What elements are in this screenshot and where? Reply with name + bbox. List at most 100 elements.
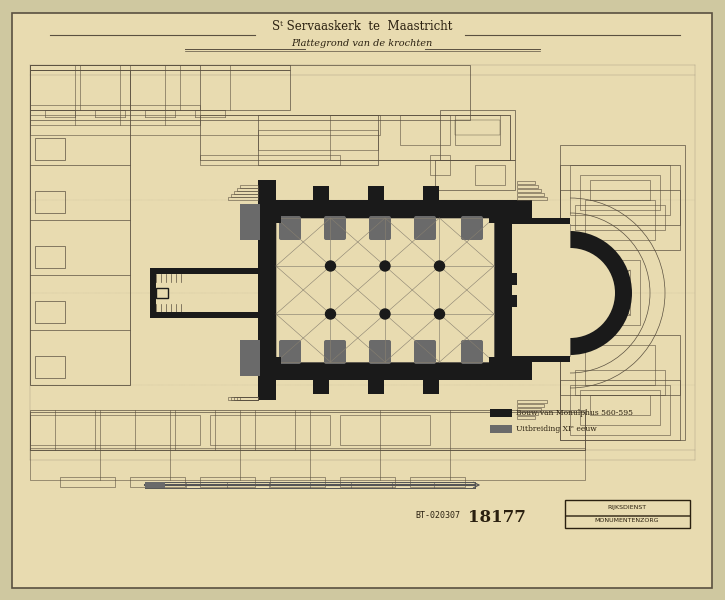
- Bar: [580, 175, 660, 210]
- Bar: [258, 380, 276, 400]
- Bar: [258, 180, 276, 200]
- Text: RIJKSDIENST: RIJKSDIENST: [608, 505, 647, 509]
- Bar: [228, 397, 258, 400]
- Wedge shape: [570, 231, 632, 355]
- Bar: [237, 188, 258, 191]
- Bar: [494, 295, 517, 307]
- Bar: [156, 288, 168, 298]
- FancyBboxPatch shape: [324, 216, 346, 240]
- Circle shape: [380, 261, 390, 271]
- Bar: [60, 477, 115, 487]
- Bar: [560, 145, 685, 440]
- Text: Bouw van Monulphus 560-595: Bouw van Monulphus 560-595: [516, 409, 633, 417]
- FancyBboxPatch shape: [369, 340, 391, 364]
- Bar: [570, 385, 670, 435]
- Bar: [150, 312, 258, 318]
- Bar: [313, 380, 329, 394]
- Bar: [258, 115, 378, 165]
- Bar: [228, 197, 258, 200]
- Text: Sᵗ Servaaskerk  te  Maastricht: Sᵗ Servaaskerk te Maastricht: [272, 20, 452, 33]
- Bar: [580, 390, 660, 425]
- Bar: [570, 165, 670, 215]
- Bar: [150, 268, 156, 318]
- Bar: [200, 155, 340, 165]
- Bar: [517, 189, 541, 192]
- Bar: [575, 370, 665, 395]
- Bar: [30, 410, 585, 450]
- Bar: [145, 482, 165, 488]
- Bar: [210, 415, 330, 445]
- Bar: [258, 362, 512, 380]
- Bar: [240, 397, 258, 400]
- Bar: [575, 270, 630, 315]
- Bar: [565, 515, 690, 516]
- Bar: [490, 409, 512, 417]
- FancyBboxPatch shape: [414, 340, 436, 364]
- Bar: [565, 500, 690, 528]
- FancyBboxPatch shape: [324, 340, 346, 364]
- Bar: [512, 218, 570, 224]
- Bar: [150, 268, 258, 274]
- Bar: [271, 213, 281, 223]
- Circle shape: [326, 261, 336, 271]
- Bar: [237, 397, 258, 400]
- Bar: [276, 218, 494, 362]
- Bar: [423, 380, 439, 394]
- Bar: [234, 397, 258, 400]
- Bar: [435, 160, 515, 190]
- Bar: [490, 425, 512, 433]
- Bar: [156, 288, 168, 298]
- Bar: [258, 200, 512, 218]
- Bar: [455, 120, 500, 135]
- Bar: [271, 357, 281, 367]
- Text: 18177: 18177: [468, 509, 526, 527]
- Bar: [560, 335, 680, 395]
- Bar: [258, 130, 378, 150]
- Bar: [590, 180, 650, 200]
- Bar: [475, 165, 505, 185]
- Bar: [35, 191, 65, 213]
- Bar: [30, 415, 200, 445]
- Bar: [330, 115, 510, 160]
- Bar: [430, 155, 450, 175]
- Bar: [30, 70, 290, 110]
- Bar: [560, 165, 680, 225]
- Bar: [400, 115, 450, 145]
- Bar: [200, 477, 255, 487]
- FancyBboxPatch shape: [279, 340, 301, 364]
- Bar: [30, 65, 200, 110]
- Bar: [512, 362, 532, 380]
- Bar: [30, 115, 380, 135]
- Bar: [340, 477, 395, 487]
- Bar: [575, 205, 665, 230]
- Bar: [517, 185, 538, 188]
- Bar: [30, 105, 200, 125]
- Bar: [240, 204, 260, 240]
- Bar: [517, 400, 547, 403]
- Bar: [231, 397, 258, 400]
- Bar: [590, 395, 650, 415]
- Bar: [30, 65, 290, 70]
- Bar: [512, 218, 570, 362]
- Bar: [517, 404, 544, 407]
- Bar: [35, 301, 65, 323]
- Bar: [585, 200, 655, 240]
- Bar: [517, 181, 535, 184]
- Bar: [560, 380, 680, 440]
- Bar: [560, 260, 640, 325]
- Bar: [517, 408, 541, 411]
- FancyBboxPatch shape: [414, 216, 436, 240]
- Bar: [517, 197, 547, 200]
- Bar: [512, 356, 570, 362]
- Text: MONUMENTENZORG: MONUMENTENZORG: [594, 518, 659, 523]
- Bar: [35, 356, 65, 378]
- Circle shape: [380, 309, 390, 319]
- Bar: [517, 193, 544, 196]
- Bar: [313, 186, 329, 200]
- Bar: [440, 110, 515, 160]
- Bar: [30, 65, 470, 120]
- Bar: [234, 191, 258, 194]
- Bar: [455, 115, 500, 145]
- Bar: [410, 477, 465, 487]
- Bar: [340, 415, 430, 445]
